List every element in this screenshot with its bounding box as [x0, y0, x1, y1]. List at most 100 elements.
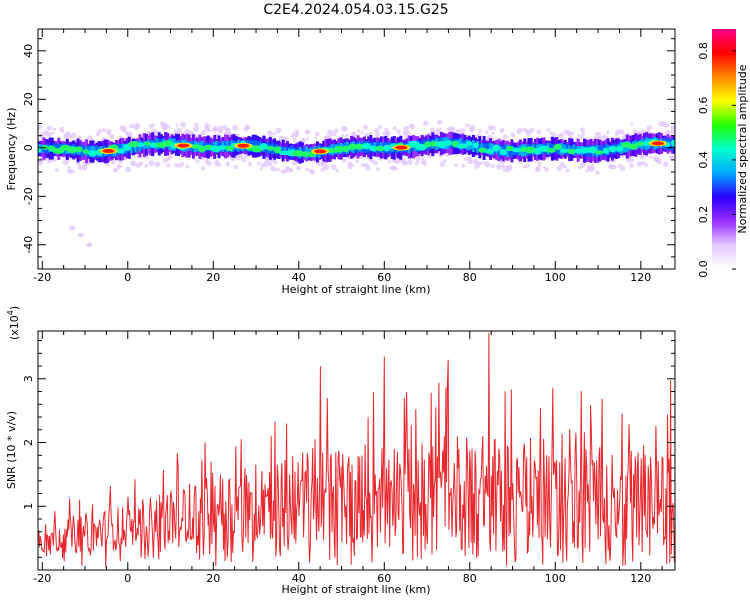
spectrum-core-mark [506, 144, 510, 157]
spectrum-blob [341, 145, 350, 152]
spectrum-halo-mark [69, 169, 75, 174]
spectrum-halo-mark [544, 167, 549, 172]
spectrum-halo-mark [341, 157, 347, 163]
spectrum-halo-mark [430, 127, 436, 133]
spectrum-blob [511, 147, 522, 153]
spectrum-blob [594, 150, 604, 155]
spectrum-halo-mark [267, 161, 273, 167]
spectrum-core-mark [600, 145, 604, 156]
spectrum-halo-mark [344, 133, 349, 138]
spectrum-blob [82, 149, 90, 154]
spectrum-halo-mark [663, 122, 670, 128]
spectrum-halo-mark [415, 157, 421, 163]
spectrum-halo-mark [576, 133, 581, 137]
top-y-ticks: -40 -20 0 20 40 [22, 38, 675, 270]
colorbar-ticks: 0.0 0.2 0.4 0.6 0.8 [697, 42, 736, 278]
spectrum-halo-mark [522, 164, 527, 169]
spectrum-blob [189, 144, 202, 149]
spectrum-halo-mark [369, 158, 375, 164]
spectrum-halo-mark [526, 163, 531, 168]
spectrum-halo-mark [619, 129, 625, 135]
spectrum-halo-mark [570, 131, 575, 136]
spectrum-halo-mark [206, 128, 212, 133]
spectrum-halo-mark [414, 161, 419, 166]
spectrum-halo-mark [334, 128, 339, 133]
spectrum-halo-mark [194, 122, 199, 127]
spectrum-halo-mark [134, 122, 141, 128]
spectrum-core-mark [129, 141, 133, 154]
spectrum-blob [615, 145, 624, 152]
spectrum-halo-mark [455, 128, 460, 133]
spectrum-halo-mark [525, 130, 532, 136]
spectrum-blob [602, 147, 609, 154]
spectrum-halo-mark [320, 167, 325, 172]
spectrum-blob [348, 143, 358, 150]
spectrum-halo-mark [355, 159, 359, 163]
bottom-y-multiplier: (x104) [6, 306, 21, 340]
spectrum-halo-mark [259, 167, 263, 171]
spectrum-halo-mark [77, 164, 84, 171]
spectrum-blob [259, 143, 269, 150]
spectrogram-image [38, 119, 675, 247]
spectrum-halo-mark [373, 160, 378, 166]
y-tick-label: 20 [22, 92, 35, 106]
spectrum-halo-mark [657, 159, 662, 165]
spectrum-core-mark [281, 146, 285, 155]
spectrum-halo-mark [310, 169, 316, 174]
spectrum-halo-mark [546, 128, 551, 132]
y-tick-label: 0 [22, 144, 35, 151]
spectrum-core-mark [489, 143, 493, 156]
spectrum-blob [75, 146, 83, 153]
spectrum-halo-mark [148, 160, 155, 167]
spectrum-halo-mark [562, 164, 567, 169]
x-tick-label: 120 [630, 271, 651, 284]
spectrum-peak [395, 145, 408, 150]
spectrum-core-mark [142, 141, 146, 149]
spectrum-blob [375, 145, 385, 152]
spectrum-halo-mark [101, 127, 107, 133]
spectrum-halo-mark [284, 169, 288, 173]
spectrum-blob [273, 146, 282, 154]
spectrum-halo-mark [151, 123, 155, 127]
spectrum-blob [38, 147, 42, 153]
spectrum-blob [144, 141, 151, 146]
colorbar-tick-label: 0.8 [697, 42, 710, 60]
y-tick-label: -40 [22, 236, 35, 254]
spectrum-peak [102, 149, 115, 154]
spectrum-halo-mark [278, 135, 285, 141]
spectrum-halo-mark [644, 163, 649, 168]
spectrum-halo-mark [107, 131, 112, 136]
multiplier-suffix: ) [8, 306, 21, 310]
spectrum-halo-mark [377, 124, 382, 130]
spectrum-speck [77, 233, 84, 238]
spectrum-halo-mark [382, 131, 386, 136]
spectrum-halo-mark [368, 132, 373, 136]
spectrum-halo-mark [145, 155, 149, 159]
spectrum-halo-mark [365, 164, 371, 171]
spectrum-blob [546, 148, 556, 153]
top-x-ticks: -20 0 20 40 60 80 100 120 [33, 29, 663, 284]
spectrum-halo-mark [305, 129, 311, 135]
spectrum-halo-mark [272, 131, 277, 136]
bottom-x-ticks: -20 0 20 40 60 80 100 120 [33, 331, 663, 585]
spectrum-halo-mark [166, 163, 171, 168]
colorbar-tick-label: 0.0 [697, 260, 710, 278]
spectrum-halo-mark [484, 161, 491, 168]
y-tick-label: 3 [22, 375, 35, 382]
spectrum-blob [334, 145, 344, 153]
spectrum-halo-mark [270, 165, 276, 172]
spectrum-halo-mark [217, 128, 223, 134]
spectrum-speck [69, 225, 76, 230]
spectrum-halo-mark [499, 127, 505, 133]
y-tick-label: 40 [22, 44, 35, 58]
spectrum-halo-mark [273, 159, 278, 165]
spectrum-halo-mark [343, 126, 348, 131]
spectrum-halo-mark [296, 165, 301, 171]
spectrum-halo-mark [174, 162, 179, 168]
spectrum-halo-mark [326, 132, 333, 138]
spectrum-halo-mark [551, 132, 557, 138]
spectrum-halo-mark [129, 123, 135, 129]
spectrum-blob [128, 141, 140, 148]
spectrum-halo-mark [491, 125, 496, 131]
spectrum-halo-mark [232, 125, 238, 131]
